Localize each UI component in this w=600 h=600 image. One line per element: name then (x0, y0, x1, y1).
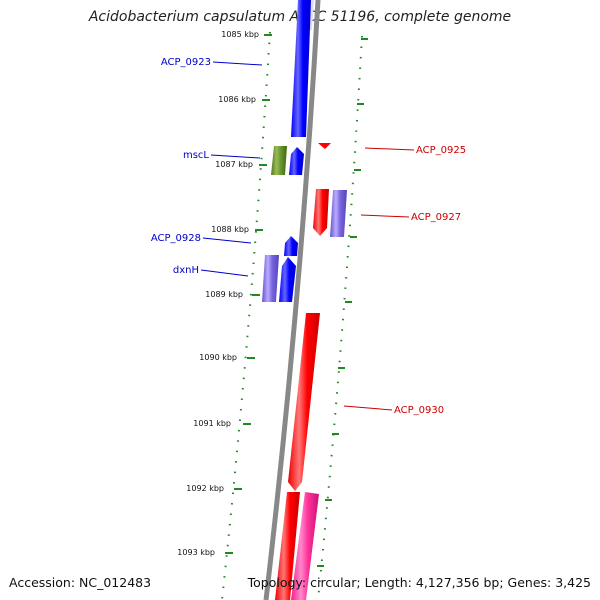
genome-summary-text: Topology: circular; Length: 4,127,356 bp… (247, 575, 591, 590)
left-tick-track (221, 31, 271, 600)
feature-acp-0927 (313, 189, 329, 236)
gene-label-dxnh: dxnH (173, 265, 199, 276)
feature-acp-0926 (289, 147, 304, 175)
feature-mscl (271, 146, 287, 175)
feature-acp-0930 (288, 313, 320, 491)
gene-label-mscl: mscL (183, 150, 209, 161)
gene-label-acp-0928: ACP_0928 (151, 233, 201, 244)
feature-lower-magenta (291, 492, 319, 600)
feature-lower-red (275, 492, 300, 600)
scale-label: 1086 kbp (218, 95, 256, 104)
gene-label-acp-0927: ACP_0927 (411, 212, 461, 223)
gene-label-acp-0925: ACP_0925 (416, 145, 466, 156)
genome-backbone (263, 0, 321, 600)
scale-label: 1087 kbp (215, 160, 253, 169)
scale-label: 1085 kbp (221, 30, 259, 39)
scale-label: 1088 kbp (211, 225, 249, 234)
feature-acp-0927-rna (330, 190, 347, 237)
gene-label-acp-0930: ACP_0930 (394, 405, 444, 416)
scale-label: 1091 kbp (193, 419, 231, 428)
feature-dxnh-rna (262, 255, 279, 302)
right-tick-track (317, 35, 363, 600)
label-connectors (200, 61, 415, 411)
scale-label: 1089 kbp (205, 290, 243, 299)
scale-label: 1093 kbp (177, 548, 215, 557)
accession-text: Accession: NC_012483 (9, 575, 152, 590)
feature-acp-0925 (318, 143, 331, 149)
feature-dxnh (279, 257, 296, 302)
feature-acp-0928 (284, 236, 298, 256)
gene-label-acp-0923: ACP_0923 (161, 57, 211, 68)
feature-acp-0923 (291, 0, 311, 137)
scale-label: 1090 kbp (199, 353, 237, 362)
major-ticks (225, 34, 368, 567)
scale-label: 1092 kbp (186, 484, 224, 493)
